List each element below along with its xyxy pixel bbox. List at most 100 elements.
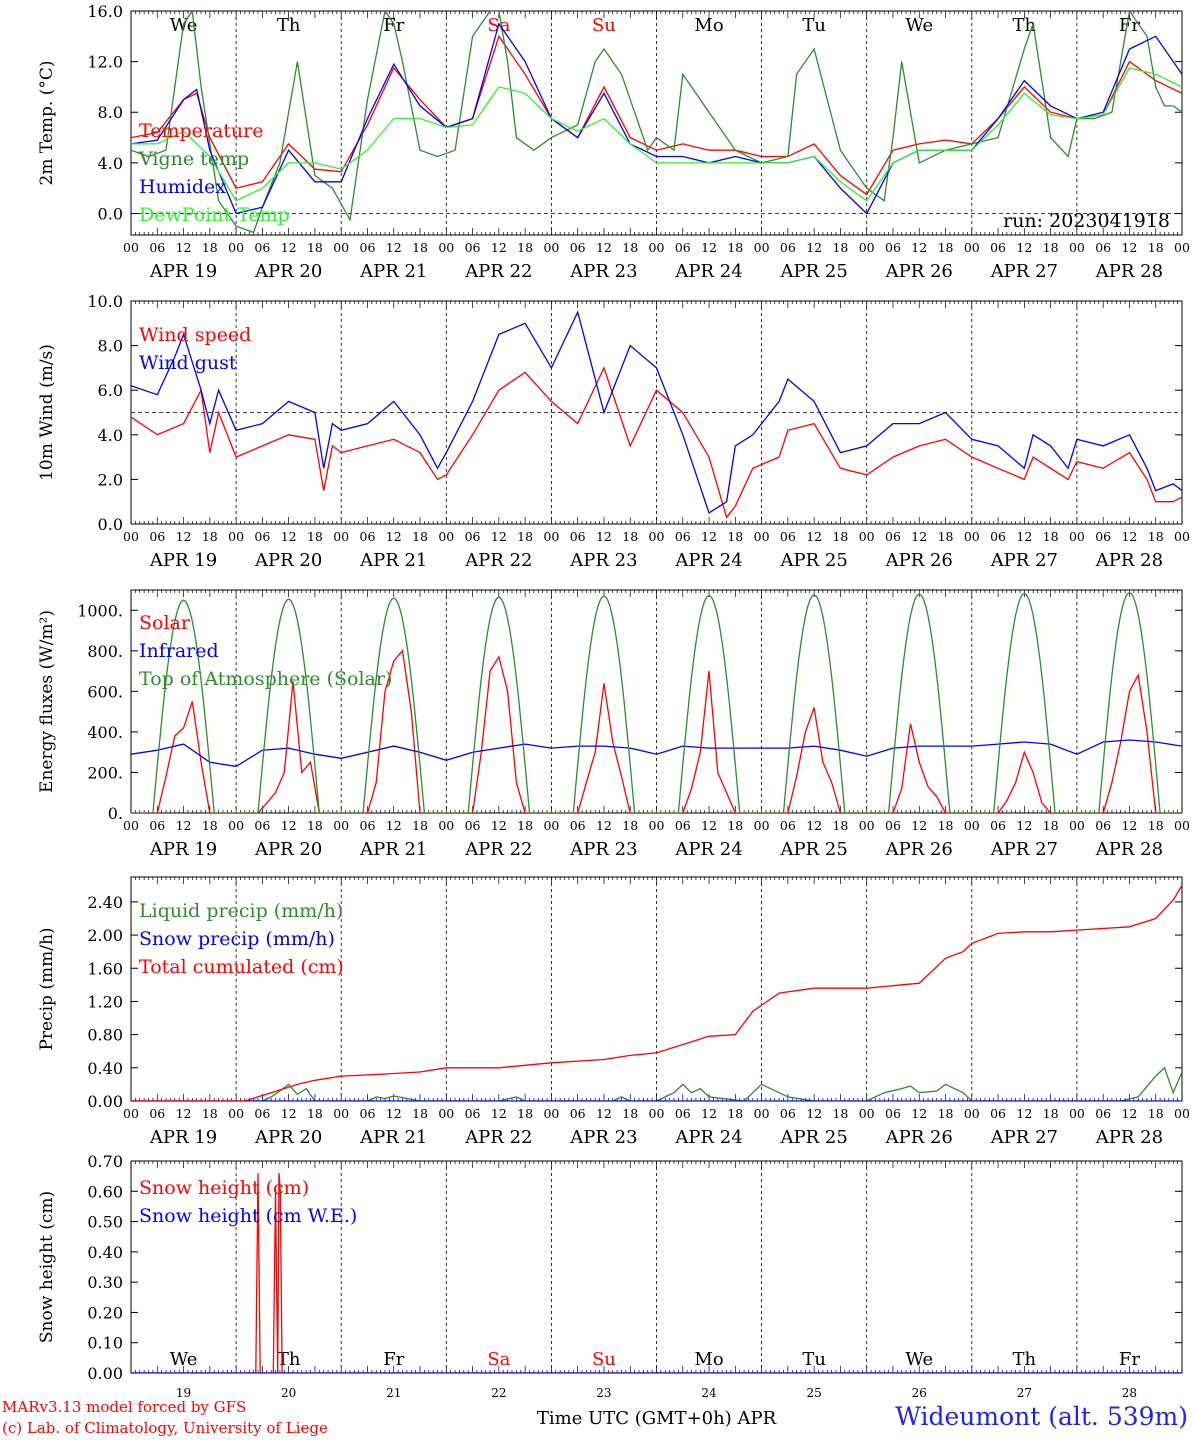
- hour-tick-label: 12: [386, 818, 402, 833]
- hour-tick-label: 00: [754, 240, 770, 255]
- y-axis-label: 2m Temp. (°C): [37, 60, 57, 185]
- hour-tick-label: 00: [754, 529, 770, 544]
- lab-credit: (c) Lab. of Climatology, University of L…: [2, 1419, 328, 1437]
- hour-tick-label: 12: [1121, 529, 1137, 544]
- hour-tick-label: 06: [990, 1106, 1006, 1121]
- y-tick-label: 1000.: [77, 601, 123, 620]
- date-label: APR 27: [990, 1127, 1058, 1148]
- day-number-label: 20: [281, 1386, 296, 1400]
- hour-tick-label: 06: [465, 240, 481, 255]
- day-number-label: 27: [1017, 1386, 1032, 1400]
- hour-tick-label: 06: [570, 529, 586, 544]
- hour-tick-label: 00: [228, 529, 244, 544]
- plot-frame: [130, 10, 1183, 236]
- legend-entry: Snow height (cm W.E.): [139, 1205, 357, 1227]
- legend-entry: Snow precip (mm/h): [139, 928, 335, 950]
- panel-5: 0.00 0.10 0.20 0.30 0.40 0.50 0.60 0.70 Snow hei…: [37, 1152, 1183, 1429]
- hour-tick-label: 00: [543, 529, 559, 544]
- date-label: APR 23: [569, 261, 637, 282]
- hour-tick-label: 06: [675, 240, 691, 255]
- hour-tick-label: 00: [859, 818, 875, 833]
- date-label: APR 20: [254, 839, 322, 860]
- hour-tick-label: 00: [333, 240, 349, 255]
- day-number-label: 23: [596, 1386, 611, 1400]
- hour-tick-label: 00: [859, 1106, 875, 1121]
- y-tick-label: 0.0: [98, 515, 123, 534]
- y-tick-label: 1.60: [87, 959, 123, 978]
- weekday-label: Th: [277, 1349, 301, 1370]
- legend-entry: DewPoint Temp: [139, 204, 290, 226]
- hour-tick-label: 00: [859, 529, 875, 544]
- hour-tick-label: 06: [780, 1106, 796, 1121]
- date-label: APR 19: [149, 261, 217, 282]
- hour-tick-label: 06: [990, 818, 1006, 833]
- hour-tick-label: 06: [1095, 240, 1111, 255]
- legend-entry: Wind speed: [139, 324, 251, 346]
- series-line-humidex: [131, 22, 1182, 215]
- hour-tick-label: 06: [780, 818, 796, 833]
- y-axis-label: Energy fluxes (W/m²): [37, 610, 57, 793]
- hour-tick-label: 12: [596, 240, 612, 255]
- y-tick-label: 16.0: [87, 2, 123, 21]
- x-axis-label: Time UTC (GMT+0h) APR: [537, 1408, 777, 1429]
- hour-tick-label: 12: [1121, 818, 1137, 833]
- hour-tick-label: 00: [754, 818, 770, 833]
- weekday-label: We: [905, 1349, 933, 1370]
- weekday-label: Th: [1013, 1349, 1037, 1370]
- date-label: APR 26: [885, 261, 953, 282]
- hour-tick-label: 18: [727, 818, 743, 833]
- hour-tick-label: 06: [254, 1106, 270, 1121]
- y-tick-label: 0.10: [87, 1334, 123, 1353]
- date-label: APR 21: [359, 550, 427, 571]
- date-label: APR 19: [149, 550, 217, 571]
- legend-entry: Top of Atmosphere (Solar): [139, 668, 392, 690]
- legend-entry: Vigne temp: [138, 148, 249, 170]
- hour-tick-label: 00: [754, 1106, 770, 1121]
- day-number-label: 25: [807, 1386, 822, 1400]
- hour-tick-label: 18: [517, 240, 533, 255]
- y-tick-label: 6.0: [98, 381, 123, 400]
- hour-tick-label: 18: [1043, 529, 1059, 544]
- day-number-label: 24: [701, 1386, 717, 1400]
- hour-tick-label: 12: [491, 529, 507, 544]
- date-label: APR 21: [359, 839, 427, 860]
- hour-tick-label: 12: [701, 1106, 717, 1121]
- hour-tick-label: 06: [885, 529, 901, 544]
- hour-tick-label: 00: [123, 1106, 139, 1121]
- hour-tick-label: 12: [491, 818, 507, 833]
- hour-tick-label: 12: [281, 1106, 297, 1121]
- y-axis-label: Precip (mm/h): [37, 927, 57, 1050]
- date-label: APR 28: [1095, 839, 1163, 860]
- hour-tick-label: 12: [1016, 529, 1032, 544]
- y-tick-label: 800.: [87, 642, 123, 661]
- hour-tick-label: 12: [386, 240, 402, 255]
- hour-tick-label: 18: [202, 240, 218, 255]
- hour-tick-label: 18: [832, 240, 848, 255]
- hour-tick-label: 12: [281, 240, 297, 255]
- date-label: APR 23: [569, 550, 637, 571]
- hour-tick-label: 12: [1121, 1106, 1137, 1121]
- hour-tick-label: 06: [570, 818, 586, 833]
- series-group: [131, 1173, 1182, 1373]
- y-tick-label: 4.0: [98, 426, 123, 445]
- hour-tick-label: 00: [543, 240, 559, 255]
- hour-tick-label: 18: [938, 240, 954, 255]
- date-label: APR 22: [464, 1127, 532, 1148]
- y-tick-label: 12.0: [87, 53, 123, 72]
- hour-tick-label: 18: [412, 818, 428, 833]
- hour-tick-label: 18: [307, 1106, 323, 1121]
- date-label: APR 25: [780, 261, 848, 282]
- hour-tick-label: 06: [149, 529, 165, 544]
- day-number-label: 22: [491, 1386, 506, 1400]
- y-tick-label: 0.60: [87, 1182, 123, 1201]
- hour-tick-label: 12: [911, 818, 927, 833]
- plot-frame: [130, 589, 1183, 814]
- hour-tick-label: 18: [622, 529, 638, 544]
- hour-tick-label: 06: [990, 240, 1006, 255]
- hour-tick-label: 18: [938, 818, 954, 833]
- hour-tick-label: 00: [333, 1106, 349, 1121]
- y-tick-label: 0.: [108, 804, 123, 823]
- hour-tick-label: 00: [964, 1106, 980, 1121]
- hour-tick-label: 00: [649, 1106, 665, 1121]
- date-label: APR 23: [569, 839, 637, 860]
